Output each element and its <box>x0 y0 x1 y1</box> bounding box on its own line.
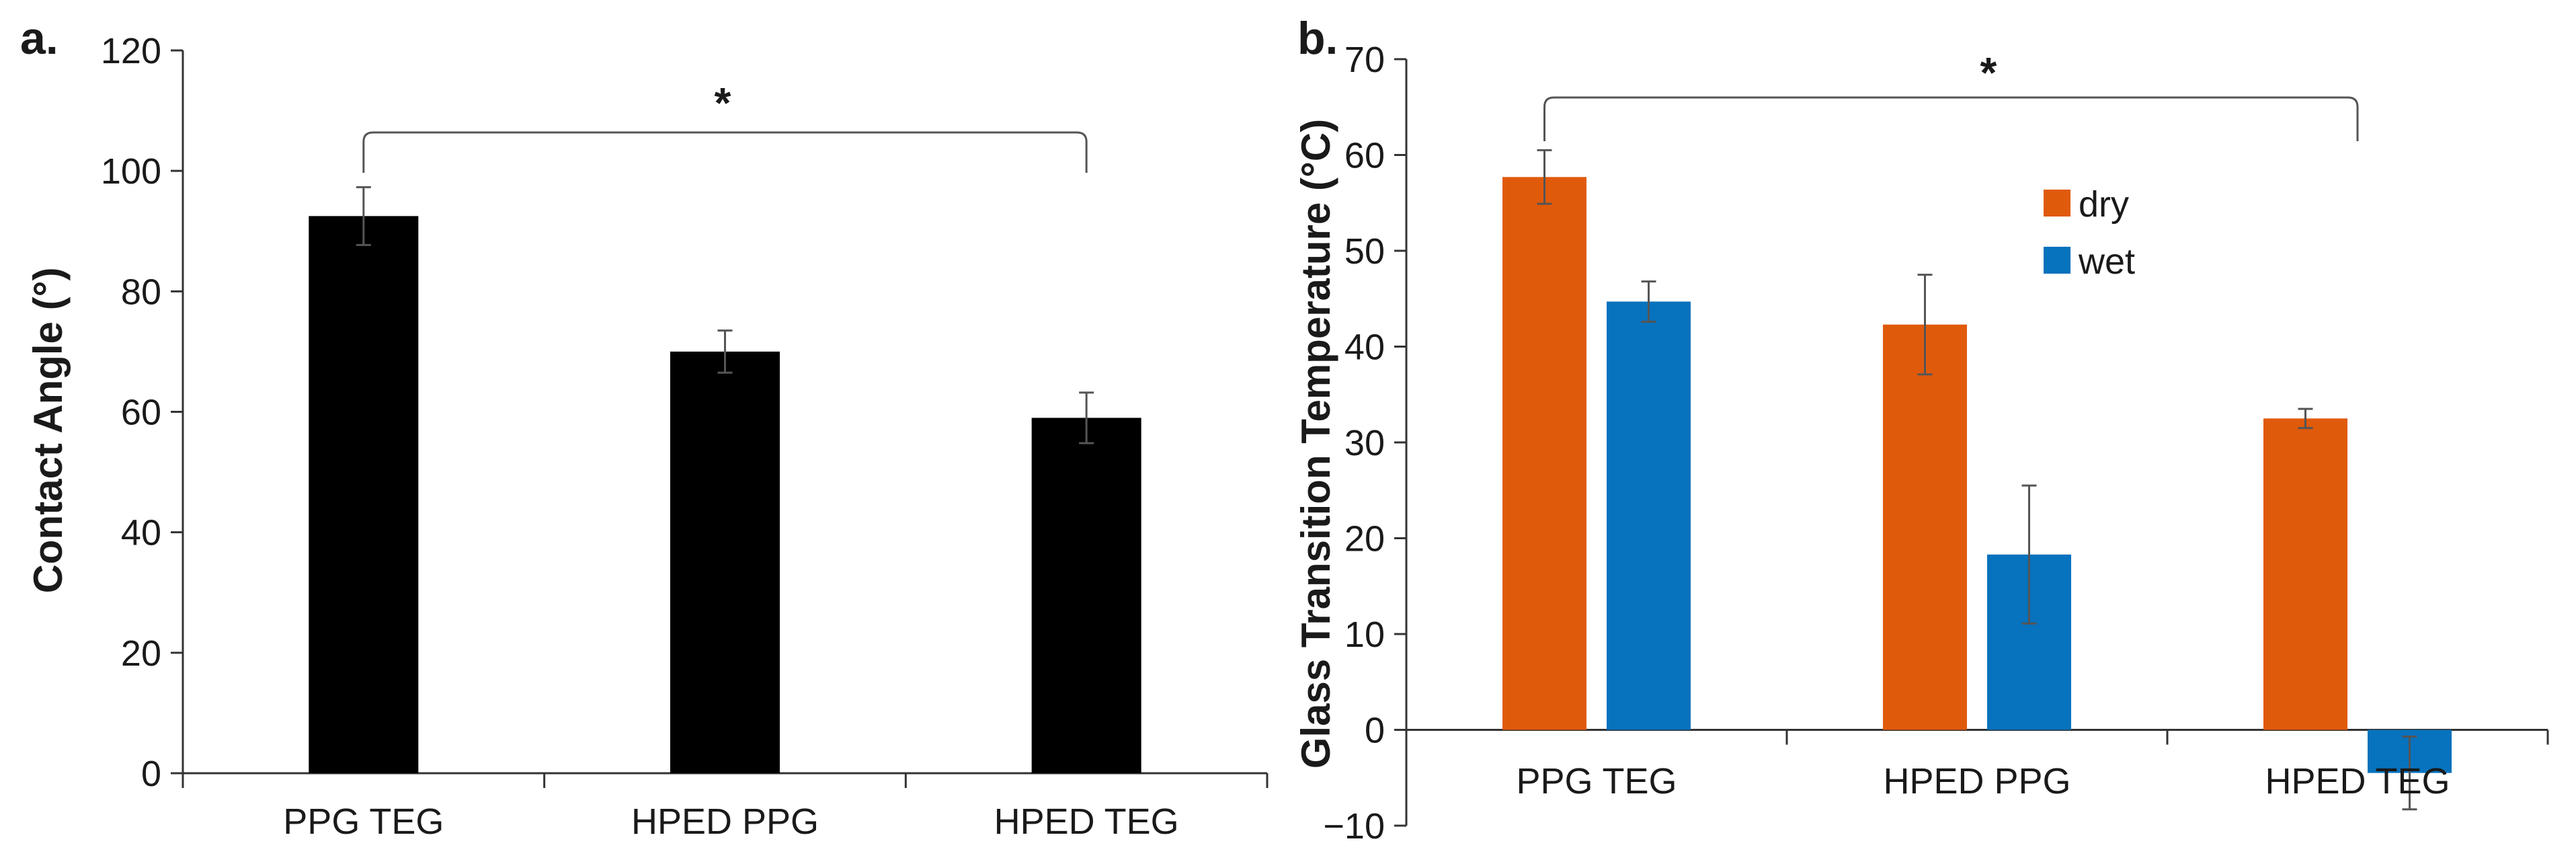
panel-a-category-label: HPED TEG <box>994 801 1179 842</box>
panel-b-bar-dry <box>2263 418 2347 730</box>
panel-b-category-label: PPG TEG <box>1516 761 1677 801</box>
panel-b-bar-dry <box>1502 177 1586 730</box>
panel-a-y-tick-label: 0 <box>141 754 161 794</box>
legend-label-wet: wet <box>2078 241 2135 282</box>
panel-a-y-tick-label: 40 <box>121 513 161 553</box>
panel-a: a. Contact Angle (°) * <box>20 13 731 594</box>
panel-b-y-tick-label: 10 <box>1344 615 1385 655</box>
legend-swatch-dry <box>2044 190 2070 216</box>
panel-a-category-label: PPG TEG <box>283 801 444 842</box>
panel-b-bar-dry <box>1883 324 1967 730</box>
legend-label-dry: dry <box>2079 184 2129 225</box>
panel-b-y-tick-label: 40 <box>1344 327 1385 368</box>
panel-a-y-tick-label: 60 <box>121 393 161 433</box>
panel-b-bar-wet <box>1607 301 1691 730</box>
panel-a-significance-star: * <box>715 79 731 127</box>
panel-b-y-tick-label: −10 <box>1323 806 1385 847</box>
panel-b-y-axis-title: Glass Transition Temperature (°C) <box>1293 119 1338 769</box>
panel-b-category-label: HPED TEG <box>2265 761 2450 801</box>
panel-b-y-tick-label: 50 <box>1344 231 1385 272</box>
panel-a-bar-contact-angle <box>1031 418 1141 773</box>
panel-a-label: a. <box>20 13 58 64</box>
panel-a-significance-bracket <box>362 131 1088 173</box>
panel-a-y-axis-title: Contact Angle (°) <box>26 267 71 593</box>
legend-swatch-wet <box>2044 247 2070 274</box>
panel-b-y-tick-label: 0 <box>1365 711 1385 751</box>
panel-b-significance-star: * <box>1980 48 1997 97</box>
panel-a-bar-contact-angle <box>670 351 780 773</box>
panel-a-y-tick-label: 100 <box>101 151 161 192</box>
panel-a-y-tick-label: 80 <box>121 272 161 312</box>
panel-b-category-label: HPED PPG <box>1883 761 2070 801</box>
panel-b-significance-bracket <box>1543 96 2359 141</box>
panel-a-y-tick-label: 20 <box>121 633 161 674</box>
panel-a-y-tick-label: 120 <box>101 31 161 71</box>
panel-b-y-tick-label: 20 <box>1344 519 1385 559</box>
panel-b-y-tick-label: 70 <box>1344 40 1385 80</box>
panel-b: b. Glass Transition Temperature (°C) * d… <box>1293 13 2135 769</box>
panel-b-y-tick-label: 30 <box>1344 423 1385 463</box>
panel-b-y-tick-label: 60 <box>1344 136 1385 176</box>
panel-a-category-label: HPED PPG <box>631 801 819 842</box>
panel-a-bar-contact-angle <box>309 216 419 774</box>
panel-b-label: b. <box>1297 13 1338 64</box>
